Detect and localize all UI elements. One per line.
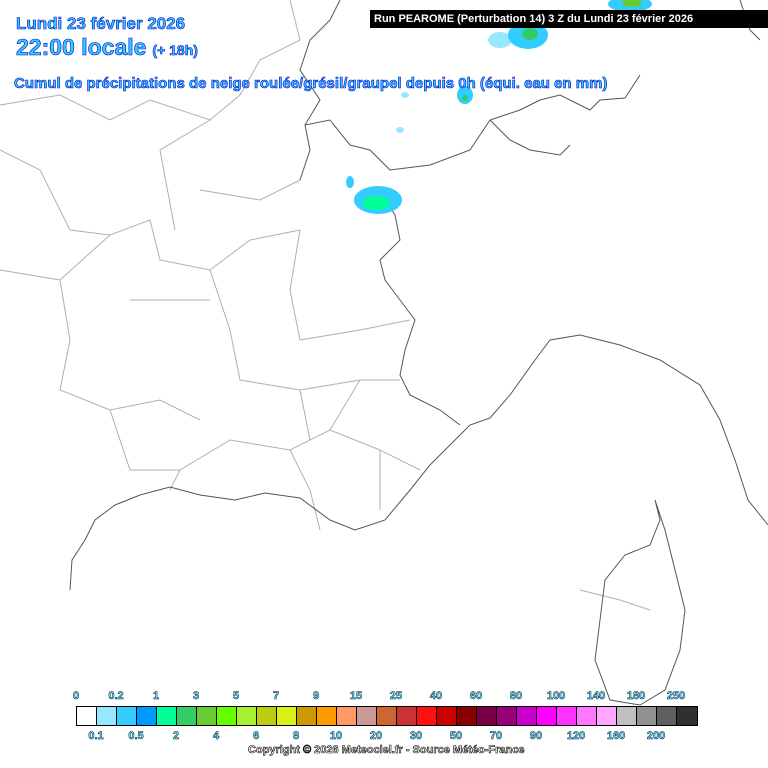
legend-label: 2	[172, 730, 180, 743]
copyright: Copyright © 2026 Meteociel.fr - Source M…	[248, 744, 525, 757]
local-time: 22:00 locale	[16, 34, 147, 61]
legend-label: 50	[449, 730, 463, 743]
legend-label: 160	[606, 730, 626, 743]
legend-label: 8	[292, 730, 300, 743]
legend-swatch	[397, 707, 417, 725]
legend-label: 180	[626, 690, 646, 703]
forecast-time: 22:00 locale (+ 18h)	[16, 34, 199, 61]
legend-swatch	[457, 707, 477, 725]
forecast-date: Lundi 23 février 2026	[16, 14, 186, 34]
legend-label: 140	[586, 690, 606, 703]
italy-border	[379, 189, 461, 426]
legend-swatch	[617, 707, 637, 725]
mediterranean-coast	[69, 334, 768, 591]
legend-swatch	[437, 707, 457, 725]
swiss-border	[299, 74, 641, 181]
legend-label: 25	[389, 690, 403, 703]
legend-label: 1	[152, 690, 160, 703]
legend-label: 0.1	[88, 730, 104, 743]
legend-swatch	[137, 707, 157, 725]
legend-swatch	[157, 707, 177, 725]
legend-label: 60	[469, 690, 483, 703]
legend-label: 20	[369, 730, 383, 743]
legend-label: 7	[272, 690, 280, 703]
legend-swatch	[517, 707, 537, 725]
legend-swatch	[657, 707, 677, 725]
legend-label: 4	[212, 730, 220, 743]
legend-label: 30	[409, 730, 423, 743]
legend-swatch	[377, 707, 397, 725]
legend-label: 10	[329, 730, 343, 743]
precipitation-field	[346, 0, 652, 214]
legend-label: 250	[666, 690, 686, 703]
legend-swatch	[477, 707, 497, 725]
coastlines-and-country-borders	[69, 0, 768, 706]
legend-label: 5	[232, 690, 240, 703]
legend-label: 70	[489, 730, 503, 743]
legend-swatch	[537, 707, 557, 725]
legend-label: 120	[566, 730, 586, 743]
legend-swatch	[497, 707, 517, 725]
legend-swatch	[117, 707, 137, 725]
legend-label: 9	[312, 690, 320, 703]
legend-swatch	[257, 707, 277, 725]
legend-swatch	[77, 707, 97, 725]
run-info: Run PEAROME (Perturbation 14) 3 Z du Lun…	[370, 10, 768, 28]
parameter-description: Cumul de précipitations de neige roulée/…	[14, 75, 608, 93]
legend-label: 100	[546, 690, 566, 703]
legend-swatch	[317, 707, 337, 725]
legend-swatch	[97, 707, 117, 725]
legend-swatch	[297, 707, 317, 725]
legend-swatch	[597, 707, 617, 725]
legend-swatch	[277, 707, 297, 725]
legend-swatch	[557, 707, 577, 725]
legend-label: 40	[429, 690, 443, 703]
legend-label: 90	[529, 730, 543, 743]
legend-label: 3	[192, 690, 200, 703]
color-legend	[76, 706, 698, 726]
forecast-offset: (+ 18h)	[152, 42, 198, 59]
legend-label: 6	[252, 730, 260, 743]
corsica	[594, 499, 686, 706]
legend-swatch	[637, 707, 657, 725]
legend-swatch	[677, 707, 697, 725]
legend-label: 0.2	[108, 690, 124, 703]
legend-swatch	[177, 707, 197, 725]
legend-swatch	[357, 707, 377, 725]
legend-swatch	[217, 707, 237, 725]
legend-label: 0	[72, 690, 80, 703]
region-borders	[0, 0, 651, 611]
legend-label: 0.5	[128, 730, 144, 743]
legend-label: 80	[509, 690, 523, 703]
legend-swatch	[417, 707, 437, 725]
legend-swatch	[197, 707, 217, 725]
legend-swatch	[577, 707, 597, 725]
legend-label: 15	[349, 690, 363, 703]
legend-swatch	[337, 707, 357, 725]
legend-label: 200	[646, 730, 666, 743]
legend-swatch	[237, 707, 257, 725]
